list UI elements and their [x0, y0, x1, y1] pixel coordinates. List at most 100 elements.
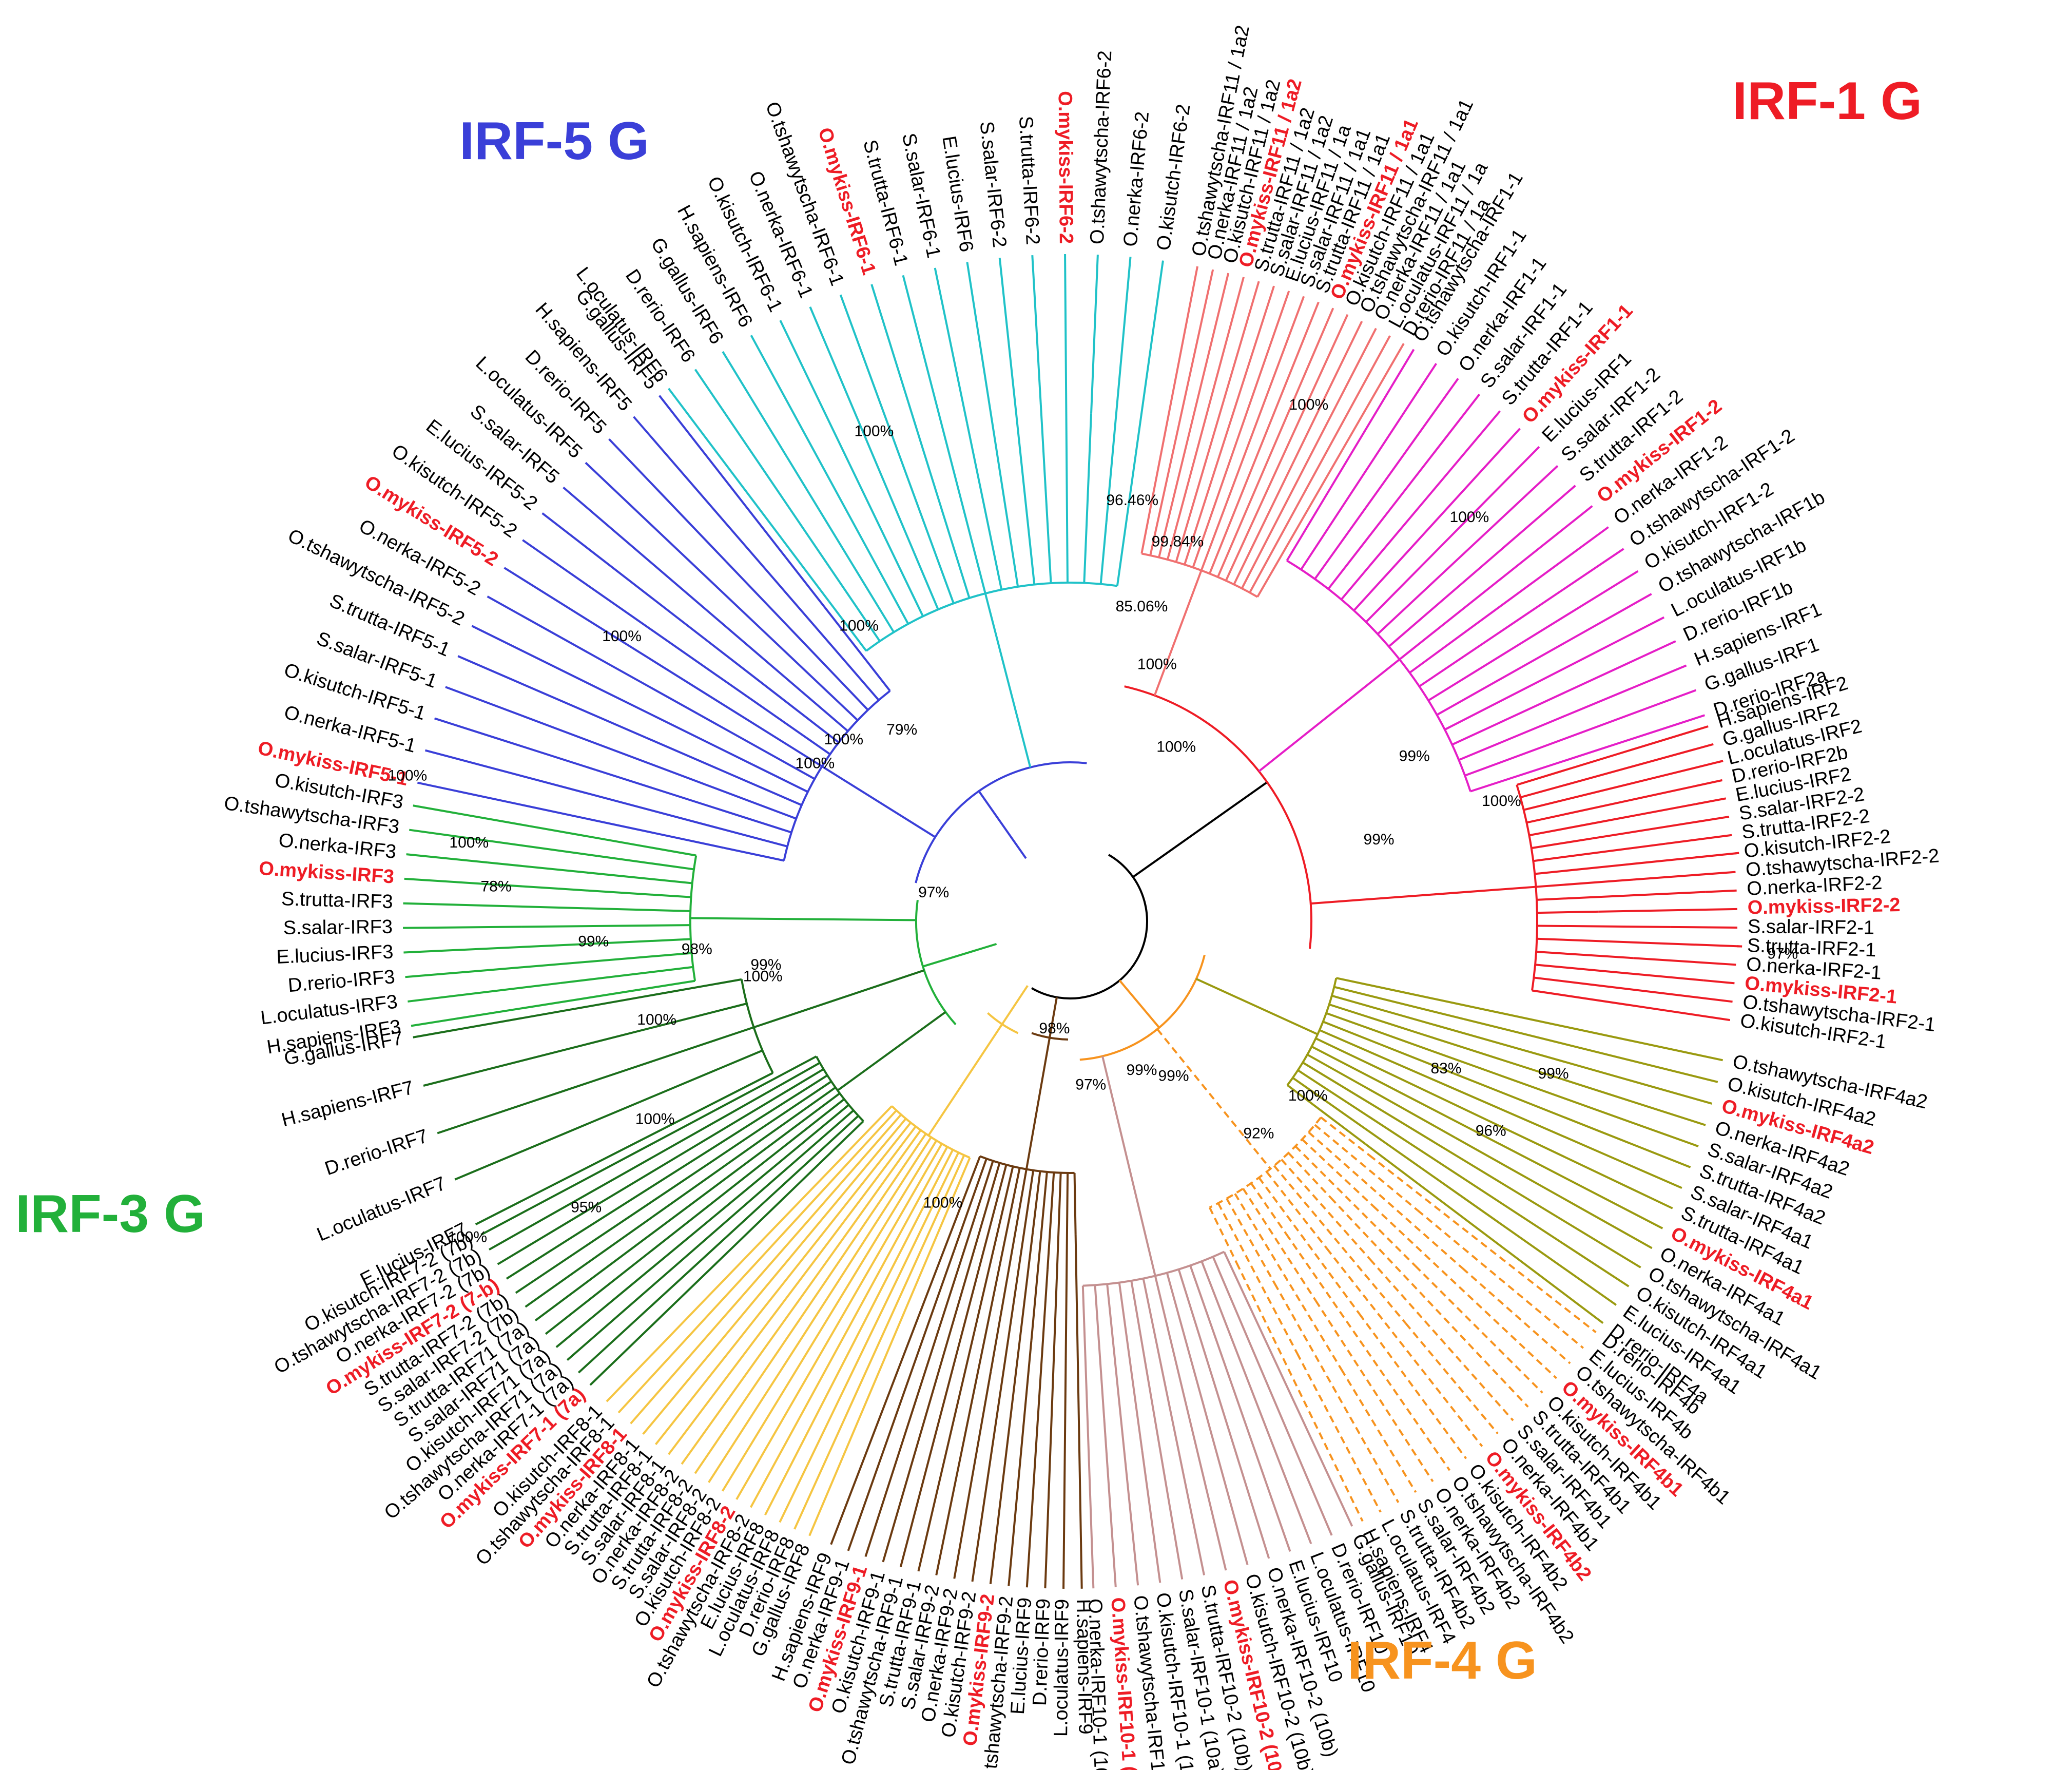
leaf-label: S.salar-IRF2-1 — [1748, 916, 1874, 938]
branch — [789, 1092, 841, 1131]
terminal-branch — [749, 1295, 867, 1508]
group-stem-irf1 — [1132, 781, 1268, 878]
tree-branches — [403, 254, 1742, 1589]
terminal-branch — [953, 1371, 992, 1579]
branch — [597, 855, 694, 871]
terminal-branch — [882, 1291, 963, 1563]
branch — [1377, 493, 1528, 635]
branch — [907, 1149, 954, 1237]
branch — [868, 1152, 960, 1338]
terminal-branch — [411, 989, 634, 1027]
terminal-branch — [779, 320, 850, 465]
bootstrap-value: 99% — [1364, 831, 1395, 848]
terminal-branch — [694, 369, 806, 532]
branch — [1320, 1117, 1370, 1157]
bootstrap-value: 100% — [1137, 656, 1177, 672]
branch — [1038, 378, 1052, 584]
bootstrap-value: 100% — [448, 1228, 487, 1245]
terminal-branch — [403, 926, 521, 929]
branch — [960, 498, 986, 594]
branch — [1166, 465, 1194, 560]
terminal-branch — [1717, 760, 1724, 763]
leaf-label: O.mykiss-IRF6-2 — [1054, 91, 1077, 244]
subclade-stem — [927, 1024, 1003, 1137]
subclade-stem — [1258, 658, 1400, 772]
terminal-branch — [870, 284, 909, 402]
branch — [944, 1157, 971, 1215]
branch — [1249, 506, 1298, 593]
leaf-label: O.tshawytscha-IRF6-2 — [1087, 50, 1116, 245]
branch — [593, 938, 691, 945]
terminal-branch — [1387, 394, 1480, 513]
branch — [760, 627, 859, 721]
terminal-branch — [1527, 465, 1559, 495]
terminal-branch — [1314, 1300, 1434, 1483]
terminal-branch — [1531, 505, 1593, 555]
terminal-branch — [971, 1302, 1015, 1582]
terminal-branch — [1245, 301, 1320, 484]
branch — [800, 690, 849, 732]
subclade-stem — [1101, 1056, 1156, 1276]
branch — [1286, 507, 1320, 562]
branch — [1177, 1269, 1230, 1432]
terminal-branch — [1326, 1247, 1483, 1447]
terminal-branch — [1272, 296, 1305, 379]
bootstrap-value: 100% — [1449, 509, 1489, 526]
terminal-branch — [454, 1101, 640, 1181]
branch — [785, 556, 891, 692]
branch — [1331, 994, 1530, 1053]
terminal-branch — [1147, 1376, 1184, 1580]
terminal-branch — [1183, 1479, 1205, 1575]
branch — [1099, 523, 1108, 584]
branch — [1266, 1171, 1328, 1249]
branch — [704, 638, 840, 743]
terminal-branch — [750, 335, 863, 539]
terminal-branch — [1598, 908, 1737, 913]
terminal-branch — [681, 1267, 823, 1465]
branch — [1319, 1029, 1443, 1085]
terminal-branch — [1441, 1082, 1682, 1189]
bootstrap-value: 98% — [1039, 1020, 1070, 1037]
terminal-branch — [1062, 1306, 1068, 1589]
branch — [1532, 989, 1664, 1011]
bootstrap-value: 100% — [795, 755, 835, 772]
group-arc-irf9 — [1031, 1032, 1069, 1041]
bootstrap-value: 97% — [918, 884, 949, 901]
subclade-stem — [1195, 978, 1319, 1035]
terminal-branch — [413, 1008, 575, 1038]
terminal-branch — [1354, 1093, 1641, 1268]
group-label-irf3: IRF-3 G — [15, 1184, 205, 1244]
terminal-branch — [471, 625, 753, 766]
bootstrap-value: 100% — [449, 834, 489, 851]
bootstrap-value: 98% — [682, 941, 712, 958]
terminal-branch — [1417, 1209, 1584, 1349]
branch — [1333, 986, 1464, 1021]
subclade-stem — [837, 1011, 946, 1091]
subclade-arc — [979, 1155, 1075, 1174]
branch — [773, 1104, 850, 1168]
terminal-branch — [1202, 285, 1275, 507]
terminal-branch — [1340, 1369, 1417, 1493]
bootstrap-value: 99.84% — [1152, 533, 1204, 550]
subclade-stem — [690, 917, 917, 921]
terminal-branch — [405, 969, 488, 978]
branch — [913, 552, 939, 610]
branch — [1073, 1172, 1077, 1235]
branch — [1154, 1275, 1188, 1406]
branch — [646, 737, 802, 806]
terminal-branch — [1274, 1452, 1312, 1545]
group-arc-irf8 — [987, 1012, 1019, 1034]
leaf-label: O.mykiss-IRF3 — [258, 858, 395, 888]
branch — [652, 1003, 747, 1029]
terminal-branch — [403, 902, 629, 911]
terminal-branch — [1283, 307, 1334, 422]
branch — [1327, 511, 1389, 590]
terminal-branch — [1595, 616, 1665, 653]
terminal-branch — [830, 1314, 921, 1545]
branch — [990, 1169, 1028, 1372]
branch — [786, 456, 895, 633]
branch — [1329, 1003, 1423, 1035]
subclade-arc — [1141, 552, 1258, 598]
terminal-branch — [1459, 446, 1540, 528]
terminal-branch — [534, 1129, 791, 1322]
